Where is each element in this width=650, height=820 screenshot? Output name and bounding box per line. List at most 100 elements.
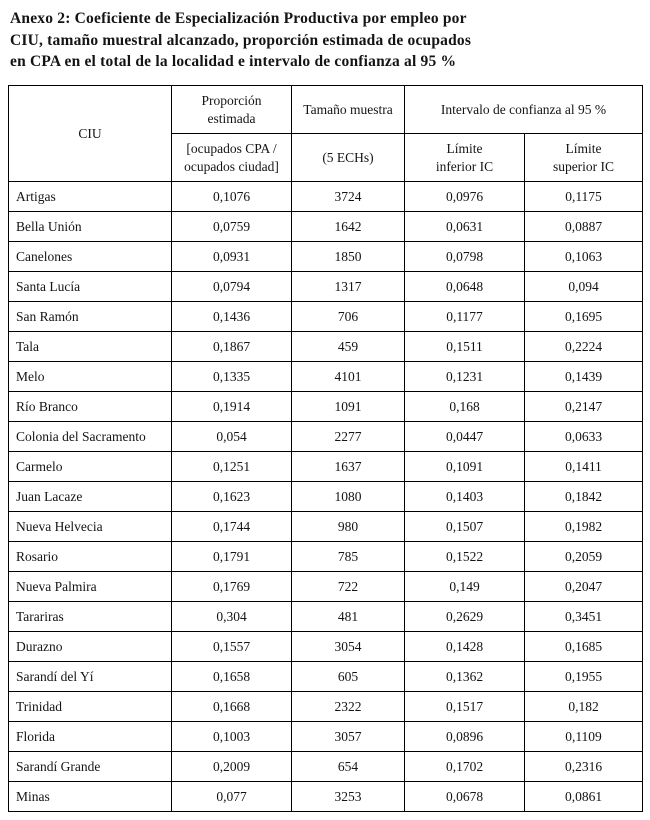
limite-inferior-cell: 0,1428 [404,631,525,663]
table-row: Tala 0,1867 459 0,1511 0,2224 [8,331,644,363]
table-row: Santa Lucía 0,0794 1317 0,0648 0,094 [8,271,644,303]
limite-superior-cell: 0,1439 [523,361,644,393]
table-row: Juan Lacaze 0,1623 1080 0,1403 0,1842 [8,481,644,513]
header-ciu: CIU [8,85,172,183]
limite-inferior-cell: 0,1177 [404,301,525,333]
table-row: Colonia del Sacramento 0,054 2277 0,0447 0,0… [8,421,644,453]
ciu-cell: Melo [8,361,172,393]
proporcion-cell: 0,1744 [171,511,292,543]
muestra-cell: 4101 [291,361,405,393]
limite-inferior-cell: 0,1522 [404,541,525,573]
muestra-cell: 2277 [291,421,405,453]
limite-inferior-cell: 0,1231 [404,361,525,393]
limite-inferior-cell: 0,0631 [404,211,525,243]
title-line-2: CIU, tamaño muestral alcanzado, proporci… [10,31,472,49]
table-row: Canelones 0,0931 1850 0,0798 0,1063 [8,241,644,273]
ciu-cell: Tala [8,331,172,363]
proporcion-cell: 0,1769 [171,571,292,603]
proporcion-cell: 0,0931 [171,241,292,273]
limite-inferior-cell: 0,1702 [404,751,525,783]
table-row: Florida 0,1003 3057 0,0896 0,1109 [8,721,644,753]
muestra-cell: 1317 [291,271,405,303]
muestra-cell: 1091 [291,391,405,423]
limite-superior-cell: 0,2224 [523,331,644,363]
limite-superior-cell: 0,1411 [523,451,644,483]
muestra-cell: 481 [291,601,405,633]
ciu-cell: Minas [8,781,172,813]
ciu-cell: Tarariras [8,601,172,633]
header-intervalo-confianza: Intervalo de confianza al 95 % [403,85,644,135]
ciu-cell: Trinidad [8,691,172,723]
ciu-cell: Carmelo [8,451,172,483]
limite-inferior-cell: 0,2629 [404,601,525,633]
proporcion-cell: 0,0794 [171,271,292,303]
muestra-cell: 1080 [291,481,405,513]
proporcion-cell: 0,1914 [171,391,292,423]
limite-superior-cell: 0,0633 [523,421,644,453]
table-row: Rosario 0,1791 785 0,1522 0,2059 [8,541,644,573]
muestra-cell: 1642 [291,211,405,243]
muestra-cell: 980 [291,511,405,543]
ciu-cell: Rosario [8,541,172,573]
muestra-cell: 1637 [291,451,405,483]
limite-superior-cell: 0,1982 [523,511,644,543]
limite-superior-cell: 0,1955 [523,661,644,693]
table-row: Melo 0,1335 4101 0,1231 0,1439 [8,361,644,393]
limite-superior-cell: 0,1109 [523,721,644,753]
limite-superior-cell: 0,3451 [523,601,644,633]
proporcion-cell: 0,054 [171,421,292,453]
limite-superior-cell: 0,1695 [523,301,644,333]
muestra-cell: 785 [291,541,405,573]
muestra-cell: 3253 [291,781,405,813]
limite-inferior-cell: 0,0648 [404,271,525,303]
limite-superior-cell: 0,1175 [523,181,644,213]
table-body: Artigas 0,1076 3724 0,0976 0,1175 Bella Unión… [8,181,644,813]
header-5-echs: (5 ECHs) [291,133,405,183]
table-row: Sarandí del Yí 0,1658 605 0,1362 0,1955 [8,661,644,693]
proporcion-cell: 0,0759 [171,211,292,243]
table-row: Artigas 0,1076 3724 0,0976 0,1175 [8,181,644,213]
title-line-1: Anexo 2: Coeficiente de Especialización … [10,10,467,27]
ciu-cell: Nueva Helvecia [8,511,172,543]
proporcion-cell: 0,1076 [171,181,292,213]
proporcion-cell: 0,077 [171,781,292,813]
limite-inferior-cell: 0,0798 [404,241,525,273]
proporcion-cell: 0,1335 [171,361,292,393]
limite-superior-cell: 0,2147 [523,391,644,423]
muestra-cell: 3054 [291,631,405,663]
header-tamano-muestra: Tamaño muestra [291,85,405,135]
table-row: Carmelo 0,1251 1637 0,1091 0,1411 [8,451,644,483]
ciu-cell: Colonia del Sacramento [8,421,172,453]
limite-inferior-cell: 0,0896 [404,721,525,753]
ciu-cell: Artigas [8,181,172,213]
proporcion-cell: 0,1658 [171,661,292,693]
ciu-cell: Sarandí Grande [8,751,172,783]
header-limite-inferior: Límite inferior IC [404,133,525,183]
table-row: Río Branco 0,1914 1091 0,168 0,2147 [8,391,644,423]
limite-inferior-cell: 0,1403 [404,481,525,513]
ciu-cell: Nueva Palmira [8,571,172,603]
ciu-cell: Río Branco [8,391,172,423]
ciu-cell: Florida [8,721,172,753]
proporcion-cell: 0,1003 [171,721,292,753]
muestra-cell: 2322 [291,691,405,723]
proporcion-cell: 0,1867 [171,331,292,363]
title-line-3: en CPA en el total de la localidad e int… [10,53,457,71]
header-row-2: [ocupados CPA / ocupados ciudad] (5 ECHs… [9,133,644,183]
proporcion-cell: 0,1791 [171,541,292,573]
header-limite-superior: Límite superior IC [523,133,644,183]
limite-inferior-cell: 0,168 [404,391,525,423]
ciu-cell: Santa Lucía [8,271,172,303]
proporcion-cell: 0,304 [171,601,292,633]
limite-inferior-cell: 0,149 [404,571,525,603]
muestra-cell: 1850 [291,241,405,273]
page-title: Anexo 2: Coeficiente de Especialización … [10,8,642,73]
limite-inferior-cell: 0,0976 [404,181,525,213]
table-row: Minas 0,077 3253 0,0678 0,0861 [8,781,644,813]
muestra-cell: 3724 [291,181,405,213]
limite-inferior-cell: 0,1507 [404,511,525,543]
ciu-cell: San Ramón [8,301,172,333]
table-row: Sarandí Grande 0,2009 654 0,1702 0,2316 [8,751,644,783]
muestra-cell: 3057 [291,721,405,753]
